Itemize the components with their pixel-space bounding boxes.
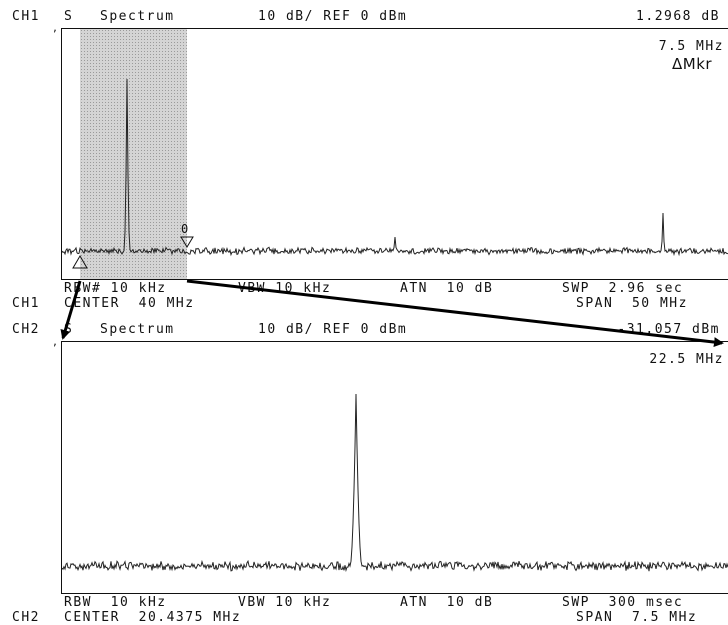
ch1-atn: ATN 10 dB [400, 281, 494, 296]
ch2-status-channel: CH2 [12, 610, 40, 625]
ch1-marker-frequency: 7.5 MHz [658, 39, 724, 54]
ch2-spectrum-trace [61, 393, 728, 573]
ch2-swp: SWP 300 msec [562, 595, 684, 610]
ch1-swp: SWP 2.96 sec [562, 281, 684, 296]
ch2-ref-tick: , [52, 337, 59, 348]
ch2-marker-frequency: 22.5 MHz [649, 352, 724, 367]
zoom-arrow-right [186, 279, 724, 348]
ch1-mode-label: S [64, 9, 74, 24]
ch1-status-channel: CH1 [12, 296, 40, 311]
ch2-atn: ATN 10 dB [400, 595, 494, 610]
ch1-zoom-band[interactable] [80, 29, 187, 279]
ch1-channel-label: CH1 [12, 9, 40, 24]
ch2-graticule [61, 341, 728, 594]
ch2-span: SPAN 7.5 MHz [576, 610, 698, 625]
ch1-ref-tick: , [52, 23, 59, 34]
ch1-delta-marker-label: ΔMkr [672, 55, 713, 73]
ch1-marker-glyph: 0 [181, 222, 190, 236]
ch2-title: Spectrum [100, 322, 175, 337]
ch1-marker-down-icon[interactable] [180, 236, 194, 248]
ch2-vbw: VBW 10 kHz [238, 595, 332, 610]
ch1-spectrum-trace [61, 78, 728, 257]
ch1-span: SPAN 50 MHz [576, 296, 688, 311]
ch2-rbw: RBW 10 kHz [64, 595, 167, 610]
ch1-center: CENTER 40 MHz [64, 296, 195, 311]
zoom-arrow-left [60, 280, 82, 340]
ch1-title: Spectrum [100, 9, 175, 24]
ch1-scale-label: 10 dB/ REF 0 dBm [258, 9, 408, 24]
ch2-scale-label: 10 dB/ REF 0 dBm [258, 322, 408, 337]
ch1-rbw: RBW# 10 kHz [64, 281, 167, 296]
ch2-center: CENTER 20.4375 MHz [64, 610, 242, 625]
ch1-readout: 1.2968 dB [636, 9, 720, 24]
ch2-channel-label: CH2 [12, 322, 40, 337]
ch1-marker-up-icon[interactable] [72, 255, 88, 269]
ch1-graticule [61, 28, 728, 280]
